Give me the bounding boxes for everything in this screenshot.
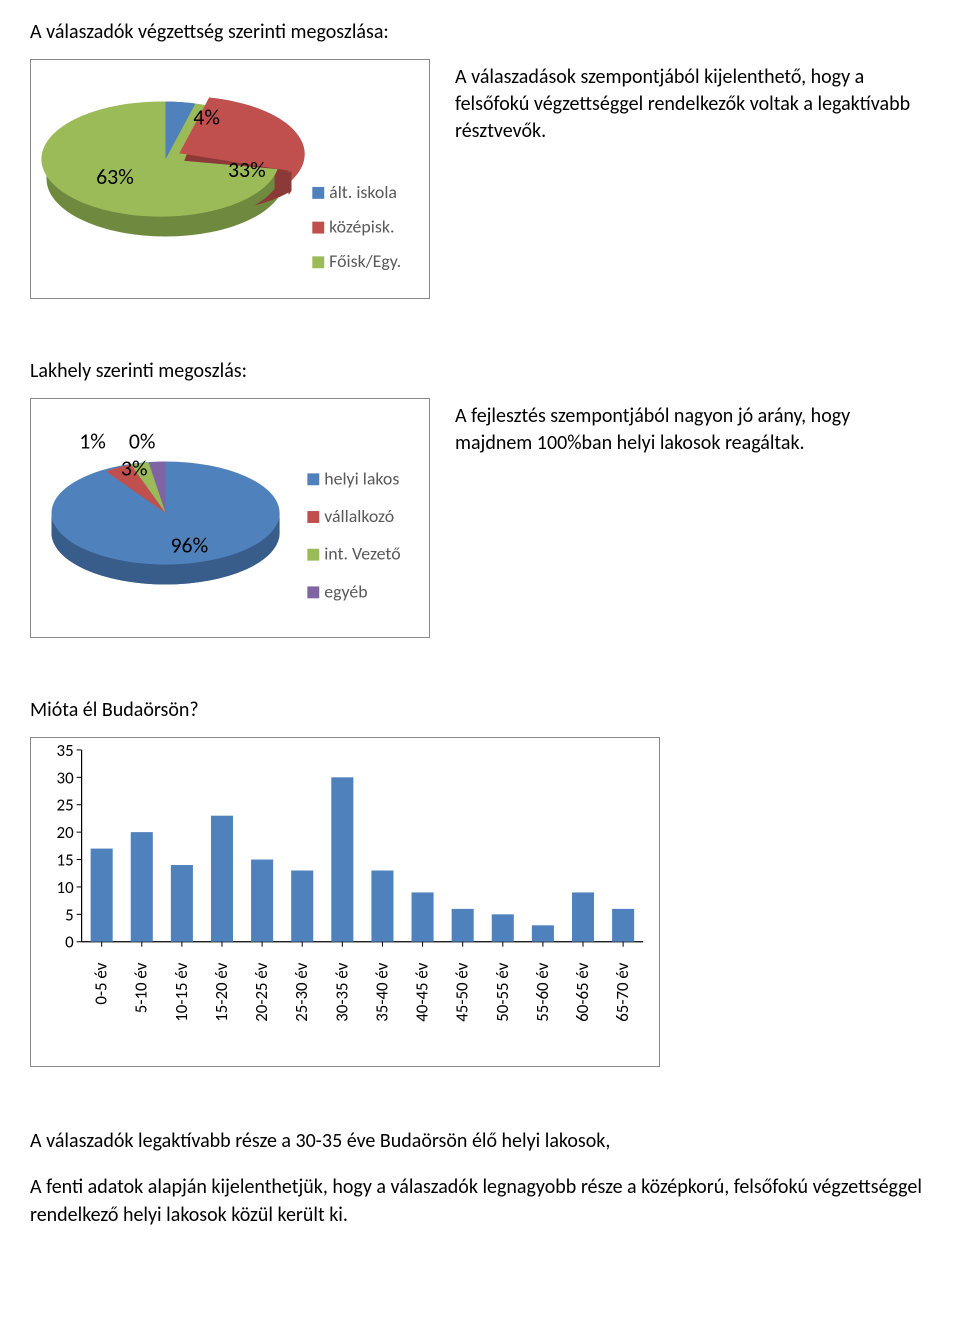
legend2-sq-3	[307, 586, 319, 598]
bar	[532, 925, 554, 941]
section-residence: Lakhely szerinti megoszlás: 1% 0% 3% 96%	[30, 359, 930, 638]
pie1-pct-red: 33%	[228, 156, 266, 183]
legend1-item1: középisk.	[329, 216, 394, 238]
legend2-item1: vállalkozó	[324, 505, 394, 527]
bar	[251, 860, 273, 942]
legend2-item0: helyi lakos	[324, 467, 399, 489]
category-label: 50-55 év	[492, 962, 513, 1022]
section1-title: A válaszadók végzettség szerinti megoszl…	[30, 20, 930, 44]
footer-p1: A válaszadók legaktívabb része a 30-35 é…	[30, 1127, 930, 1155]
legend2-sq-2	[307, 549, 319, 561]
years-bar-chart: 0 5 10 15 20 25 30 35 0-5 év 5-10 év 10-15 év 15-20…	[30, 737, 660, 1067]
ytick-label: 15	[57, 850, 74, 871]
ytick-label: 25	[57, 795, 74, 816]
legend2-sq-1	[307, 511, 319, 523]
category-label: 40-45 év	[412, 962, 433, 1022]
category-label: 25-30 év	[291, 962, 312, 1022]
section-years: Mióta él Budaörsön? 0 5 10 15 20 25 30 35 0-5 év…	[30, 698, 930, 1067]
ytick-label: 35	[57, 740, 74, 761]
category-label: 15-20 év	[211, 962, 232, 1022]
ytick-label: 10	[57, 877, 75, 898]
section1-row: 4% 33% 63% ált. iskola középisk. Főisk/E…	[30, 59, 930, 299]
bar	[211, 816, 233, 942]
bar	[492, 914, 514, 941]
residence-pie-chart: 1% 0% 3% 96% helyi lakos vállalkozó int.…	[30, 398, 430, 638]
legend2-sq-0	[307, 473, 319, 485]
legend2-item2: int. Vezető	[324, 543, 400, 565]
category-label: 65-70 év	[612, 962, 633, 1022]
section-education: A válaszadók végzettség szerinti megoszl…	[30, 20, 930, 299]
footer-block: A válaszadók legaktívabb része a 30-35 é…	[30, 1127, 930, 1229]
education-pie-chart: 4% 33% 63% ált. iskola középisk. Főisk/E…	[30, 59, 430, 299]
bar	[452, 909, 474, 942]
bar	[612, 909, 634, 942]
section2-desc: A fejlesztés szempontjából nagyon jó ará…	[455, 398, 930, 457]
bar	[171, 865, 193, 942]
section1-desc: A válaszadások szempontjából kijelenthet…	[455, 59, 930, 145]
pie2-pct-red: 3%	[121, 454, 148, 481]
bar	[291, 871, 313, 942]
ytick-label: 5	[65, 904, 74, 925]
bar	[331, 777, 353, 941]
legend2-item3: egyéb	[324, 580, 367, 602]
bar	[131, 832, 153, 942]
section2-row: 1% 0% 3% 96% helyi lakos vállalkozó int.…	[30, 398, 930, 638]
section3-title: Mióta él Budaörsön?	[30, 698, 930, 722]
bar	[371, 871, 393, 942]
category-label: 55-60 év	[532, 962, 553, 1022]
pie1-pct-green: 63%	[96, 163, 134, 190]
category-label: 35-40 év	[371, 962, 392, 1022]
bar	[412, 892, 434, 941]
ytick-label: 20	[57, 822, 75, 843]
pie2-pct-blue: 96%	[170, 532, 208, 559]
legend-sq-red	[312, 222, 324, 234]
legend1-item0: ált. iskola	[329, 181, 397, 203]
category-label: 30-35 év	[331, 962, 352, 1022]
category-label: 10-15 év	[171, 962, 192, 1022]
pie2-pct-purple: 0%	[129, 428, 156, 455]
category-label: 45-50 év	[452, 962, 473, 1022]
pie2-pct-green: 1%	[79, 428, 106, 455]
bar	[572, 892, 594, 941]
section2-title: Lakhely szerinti megoszlás:	[30, 359, 930, 383]
footer-p2: A fenti adatok alapján kijelenthetjük, h…	[30, 1173, 930, 1229]
category-label: 5-10 év	[131, 962, 152, 1013]
category-label: 20-25 év	[251, 962, 272, 1022]
category-label: 60-65 év	[572, 962, 593, 1022]
legend-sq-blue	[312, 187, 324, 199]
pie1-pct-blue: 4%	[193, 103, 220, 130]
ytick-label: 0	[65, 932, 74, 953]
bar	[91, 849, 113, 942]
legend1-item2: Főisk/Egy.	[329, 250, 401, 272]
category-label: 0-5 év	[91, 962, 112, 1004]
legend-sq-green	[312, 256, 324, 268]
ytick-label: 30	[57, 767, 75, 788]
